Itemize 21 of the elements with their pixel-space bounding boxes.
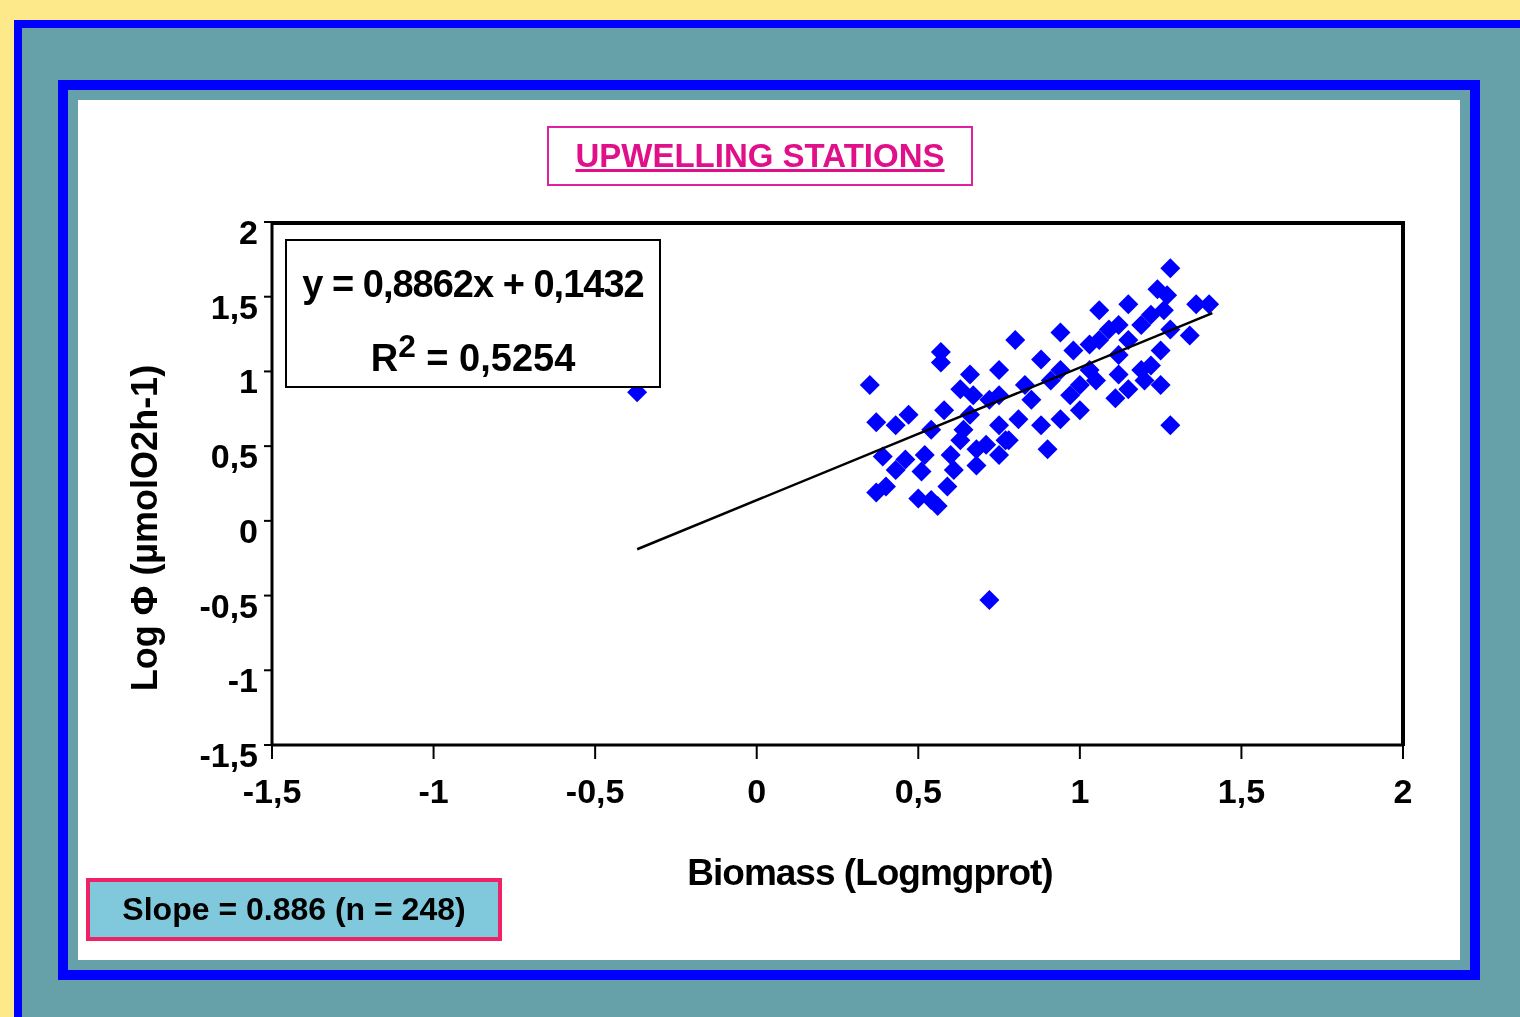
y-tick-label: 1,5: [210, 287, 258, 326]
x-axis-title: Biomass (Logmgprot): [687, 852, 1053, 893]
y-tick-label: 2: [239, 213, 258, 252]
y-tick-label: 1: [239, 362, 258, 401]
y-tick-label: -1,5: [199, 736, 258, 775]
text: Slope = 0.886 (n = 248): [122, 891, 466, 928]
chart-title: UPWELLING STATIONS: [575, 137, 945, 175]
annotation: R$^{2}$ = 0,5254: [370, 328, 576, 379]
y-tick-label: 0,5: [210, 437, 258, 476]
annotation: y = 0,8862x + 0,1432: [302, 263, 644, 305]
x-tick-label: -0,5: [565, 772, 625, 811]
x-tick-label: -1: [418, 772, 449, 811]
y-tick-label: -0,5: [199, 586, 258, 625]
y-tick-label: 0: [239, 511, 258, 550]
y-axis-title: Log Φ (µmolO2h-1): [124, 364, 165, 692]
x-tick-label: 2: [1393, 772, 1413, 811]
x-tick-label: 1,5: [1217, 772, 1266, 811]
x-tick-label: 1: [1070, 772, 1090, 811]
x-tick-label: 0,5: [894, 772, 942, 811]
y-tick-label: -1: [227, 661, 258, 700]
x-tick-label: 0: [747, 772, 767, 811]
